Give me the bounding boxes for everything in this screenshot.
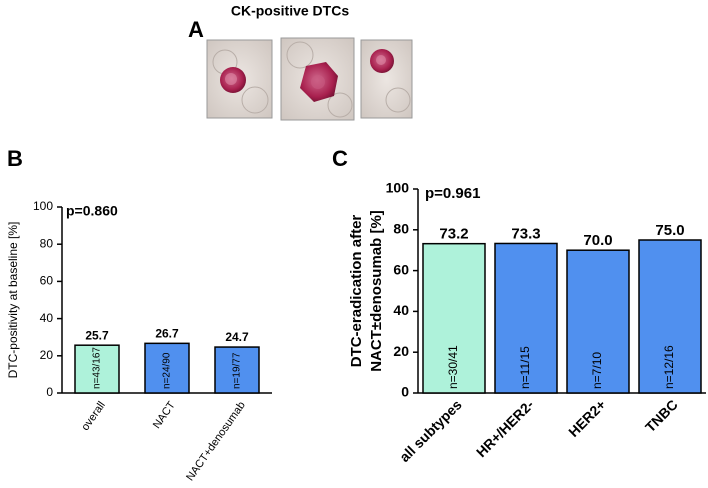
y-axis-label: NACT±denosumab [%] xyxy=(368,210,385,372)
bar-count-label: n=7/10 xyxy=(590,352,604,389)
x-tick-label: TNBC xyxy=(642,396,681,435)
y-tick-label: 40 xyxy=(40,311,54,325)
y-tick-label: 0 xyxy=(46,385,53,399)
y-tick-label: 60 xyxy=(393,261,409,277)
y-tick-label: 20 xyxy=(40,348,54,362)
value-label: 25.7 xyxy=(85,328,109,342)
x-tick-label: all subtypes xyxy=(396,396,465,465)
panel-label: B xyxy=(7,146,23,171)
value-label: 24.7 xyxy=(225,330,249,344)
y-axis-label: DTC-positivity at baseline [%] xyxy=(6,222,20,379)
y-tick-label: 80 xyxy=(393,221,409,237)
panel-label: A xyxy=(188,17,204,42)
value-label: 73.3 xyxy=(511,225,540,242)
micrograph xyxy=(280,37,355,121)
bar xyxy=(422,242,486,394)
bar-count-label: n=24/90 xyxy=(162,352,173,389)
bar-count-label: n=30/41 xyxy=(446,345,460,389)
value-label: 75.0 xyxy=(655,222,684,239)
bar-count-label: n=43/167 xyxy=(92,347,103,389)
y-axis-label: DTC-eradication after xyxy=(348,215,365,368)
y-tick-label: 100 xyxy=(386,180,410,196)
x-tick-label: NACT+denosumab xyxy=(184,400,248,484)
y-tick-label: 100 xyxy=(33,199,53,213)
bar xyxy=(566,249,630,394)
x-tick-label: HR+/HER2- xyxy=(473,396,537,460)
y-tick-label: 60 xyxy=(40,274,54,288)
y-tick-label: 0 xyxy=(401,384,409,400)
x-tick-label: HER2+ xyxy=(565,396,609,440)
value-label: 26.7 xyxy=(155,327,179,341)
y-tick-label: 80 xyxy=(40,236,54,250)
y-tick-label: 40 xyxy=(393,302,409,318)
x-tick-label: NACT xyxy=(151,399,178,431)
value-label: 70.0 xyxy=(583,232,612,249)
bar xyxy=(144,342,190,394)
image-caption: CK-positive DTCs xyxy=(231,3,349,19)
p-value: p=0.961 xyxy=(425,185,480,202)
bar xyxy=(74,344,120,394)
micrograph xyxy=(206,39,273,119)
bar xyxy=(638,239,702,394)
bar-count-label: n=12/16 xyxy=(662,345,676,389)
bar xyxy=(494,242,558,394)
panel-label: C xyxy=(332,146,348,171)
bar xyxy=(214,346,260,394)
bar-count-label: n=19/77 xyxy=(232,352,243,389)
p-value: p=0.860 xyxy=(66,203,118,219)
y-tick-label: 20 xyxy=(393,343,409,359)
bar-count-label: n=11/15 xyxy=(518,346,532,389)
x-tick-label: overall xyxy=(79,400,107,433)
value-label: 73.2 xyxy=(439,226,468,243)
micrograph xyxy=(360,39,413,119)
